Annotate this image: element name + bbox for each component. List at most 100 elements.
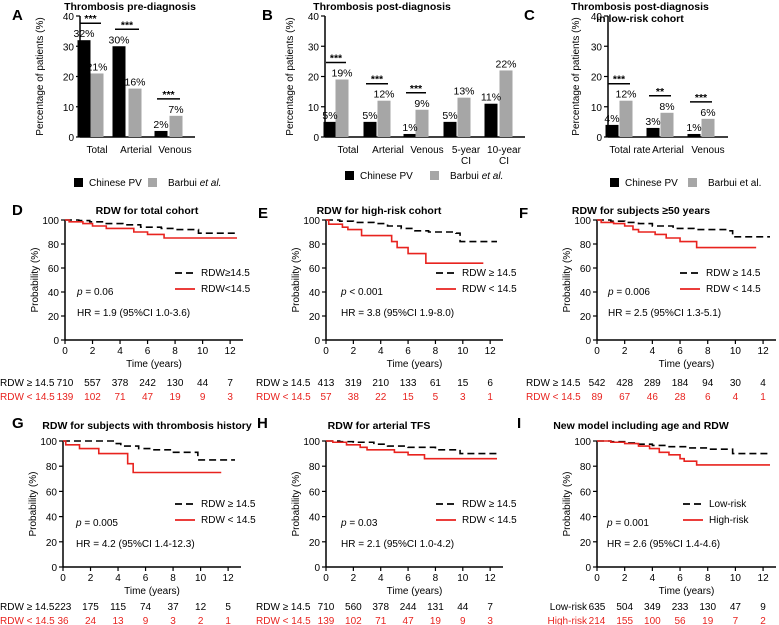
significance-label: *** bbox=[330, 53, 343, 65]
y-tick-label: 10 bbox=[591, 103, 603, 114]
bar-value-label: 1% bbox=[686, 122, 701, 134]
y-axis-label: Percentage of patients (%) bbox=[285, 17, 296, 135]
y-tick-label: 20 bbox=[591, 73, 603, 84]
y-axis-label: Probability (%) bbox=[291, 247, 302, 312]
p-value: p = 0.001 bbox=[606, 518, 649, 529]
legend-label: RDW ≥ 14.5 bbox=[201, 499, 256, 510]
panel-d: D RDW for total cohort 0 20 40 60 80 100 0 2 4 6 8 10… bbox=[0, 202, 251, 403]
x-tick-label: 2 bbox=[622, 346, 628, 357]
y-axis-label: Probability (%) bbox=[28, 471, 39, 536]
risk-table-value: 413 bbox=[318, 378, 335, 389]
x-tick-label: 0 bbox=[60, 573, 66, 584]
x-category-label: Venous bbox=[691, 145, 724, 156]
survival-curve-solid bbox=[597, 219, 757, 249]
hazard-ratio: HR = 4.2 (95%CI 1.4-12.3) bbox=[76, 539, 195, 550]
legend-text: Barbui bbox=[168, 178, 200, 189]
y-tick-label: 80 bbox=[48, 240, 60, 251]
bar-barbui bbox=[701, 118, 715, 137]
y-tick-label: 40 bbox=[48, 288, 60, 299]
y-axis-label: Probability (%) bbox=[291, 471, 302, 536]
p-value-text: = 0.03 bbox=[347, 518, 378, 529]
legend-swatch-chinese-pv bbox=[610, 178, 619, 187]
x-category-label: Total bbox=[337, 145, 358, 156]
y-tick-label: 100 bbox=[574, 216, 591, 227]
x-axis-label: Time (years) bbox=[124, 586, 180, 597]
risk-table-value: 6 bbox=[487, 378, 493, 389]
risk-table-value: 3 bbox=[170, 616, 176, 625]
risk-table-row-label: RDW ≥ 14.5 bbox=[526, 378, 581, 389]
risk-table-value: 1 bbox=[487, 392, 493, 403]
bar-value-label: 5% bbox=[442, 110, 457, 122]
bar-barbui bbox=[415, 109, 429, 137]
risk-table-value: 71 bbox=[375, 616, 387, 625]
panel-letter: B bbox=[262, 7, 273, 24]
x-tick-label: 12 bbox=[485, 346, 497, 357]
bar-chinese-pv bbox=[77, 40, 91, 138]
risk-table-value: 1 bbox=[760, 392, 766, 403]
x-tick-label: 8 bbox=[172, 346, 178, 357]
risk-table-value: 6 bbox=[705, 392, 711, 403]
risk-table-value: 710 bbox=[57, 378, 74, 389]
x-tick-label: 12 bbox=[758, 573, 770, 584]
risk-table-value: 28 bbox=[674, 392, 686, 403]
risk-table-value: 38 bbox=[348, 392, 360, 403]
risk-table-value: 378 bbox=[112, 378, 129, 389]
risk-table-value: 242 bbox=[139, 378, 156, 389]
y-tick-label: 80 bbox=[580, 240, 592, 251]
legend-label-barbui: Barbui et al. bbox=[708, 178, 761, 189]
bar-barbui bbox=[335, 79, 349, 137]
y-tick-label: 60 bbox=[46, 487, 58, 498]
risk-table-row-label: RDW < 14.5 bbox=[0, 616, 55, 625]
risk-table-value: 3 bbox=[460, 392, 466, 403]
legend-label-barbui: Barbui et al. bbox=[450, 171, 503, 182]
risk-table-value: 131 bbox=[427, 602, 444, 613]
risk-table-value: 12 bbox=[195, 602, 207, 613]
y-tick-label: 10 bbox=[308, 103, 320, 114]
y-tick-label: 10 bbox=[63, 103, 75, 114]
risk-table-row-label: RDW < 14.5 bbox=[256, 616, 311, 625]
significance-label: *** bbox=[84, 13, 97, 25]
legend-swatch-barbui bbox=[688, 178, 697, 187]
x-tick-label: 4 bbox=[650, 346, 656, 357]
y-tick-label: 20 bbox=[308, 73, 320, 84]
p-value-text: = 0.001 bbox=[613, 518, 650, 529]
x-tick-label: 2 bbox=[90, 346, 96, 357]
x-tick-label: 2 bbox=[622, 573, 628, 584]
risk-table-value: 61 bbox=[430, 378, 442, 389]
y-tick-label: 20 bbox=[309, 312, 321, 323]
risk-table-value: 89 bbox=[591, 392, 603, 403]
legend-label: RDW < 14.5 bbox=[706, 284, 761, 295]
x-tick-label: 8 bbox=[170, 573, 176, 584]
bar-value-label: 30% bbox=[108, 34, 129, 46]
risk-table-value: 130 bbox=[167, 378, 184, 389]
x-tick-label: 12 bbox=[225, 346, 237, 357]
risk-table-value: 5 bbox=[433, 392, 439, 403]
y-tick-label: 30 bbox=[63, 42, 75, 53]
x-tick-label: 6 bbox=[405, 573, 411, 584]
risk-table-value: 30 bbox=[730, 378, 742, 389]
p-value-text: < 0.001 bbox=[347, 287, 384, 298]
x-tick-label: 4 bbox=[115, 573, 121, 584]
risk-table-value: 9 bbox=[760, 602, 766, 613]
legend-text-italic: et al. bbox=[482, 171, 504, 182]
chart-title: New model including age and RDW bbox=[553, 420, 729, 432]
bar-barbui bbox=[499, 70, 513, 137]
risk-table-value: 557 bbox=[84, 378, 101, 389]
risk-table-value: 133 bbox=[400, 378, 417, 389]
risk-table-value: 233 bbox=[672, 602, 689, 613]
survival-curve-dashed bbox=[326, 219, 497, 243]
x-category-label: Arterial bbox=[652, 145, 684, 156]
p-value: p = 0.06 bbox=[76, 287, 114, 298]
y-tick-label: 80 bbox=[309, 462, 321, 473]
legend-label: RDW < 14.5 bbox=[201, 515, 256, 526]
bar-value-label: 4% bbox=[604, 113, 619, 125]
panel-i: I New model including age and RDW02040608… bbox=[517, 415, 776, 625]
y-tick-label: 40 bbox=[46, 513, 58, 524]
y-tick-label: 20 bbox=[580, 312, 592, 323]
legend-label: RDW < 14.5 bbox=[462, 284, 517, 295]
bar-barbui bbox=[660, 112, 674, 137]
y-tick-label: 80 bbox=[309, 240, 321, 251]
x-category-label: Venous bbox=[158, 145, 191, 156]
risk-table-value: 428 bbox=[616, 378, 633, 389]
p-value: p = 0.006 bbox=[607, 287, 650, 298]
